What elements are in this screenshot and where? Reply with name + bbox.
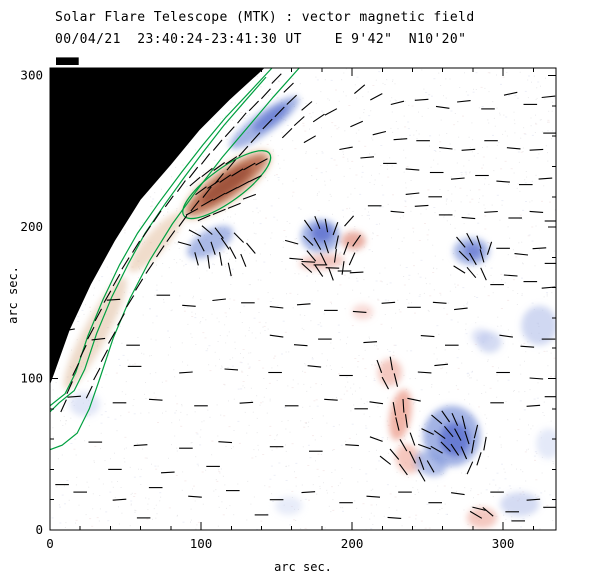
contour-line	[50, 68, 273, 407]
figure-title: Solar Flare Telescope (MTK) : vector mag…	[55, 10, 475, 25]
contour-line	[50, 68, 300, 451]
y-axis-label: arc sec.	[6, 266, 20, 324]
polarity-blob	[187, 225, 234, 259]
x-tick-label: 100	[190, 536, 213, 551]
polarity-blob	[389, 389, 412, 441]
polarity-blob	[521, 305, 556, 346]
figure-subtitle: 00/04/21 23:40:24-23:41:30 UT E 9'42" N1…	[55, 32, 467, 47]
y-tick-label: 100	[20, 371, 43, 386]
polarity-blob	[395, 444, 421, 474]
polarity-blob	[69, 392, 100, 417]
contour-ellipse	[182, 150, 272, 220]
axes	[49, 67, 557, 531]
polarity-blob	[463, 243, 482, 259]
polarity-blob	[253, 104, 288, 132]
polarity-blob	[536, 428, 556, 459]
polarity-blob	[299, 254, 345, 270]
polarity-blob	[201, 165, 252, 204]
polarity-blob	[128, 212, 184, 273]
field-vectors	[55, 73, 556, 522]
polarity-blob	[275, 496, 303, 515]
corner-mark	[56, 57, 79, 65]
x-axis-label: arc sec.	[274, 560, 332, 574]
tick-labels: 0 100 200 300 0 100 200 300	[20, 68, 514, 551]
x-tick-label: 0	[46, 536, 54, 551]
plot-frame	[49, 67, 557, 531]
y-tick-label: 200	[20, 219, 43, 234]
off-limb-region	[50, 57, 265, 385]
y-tick-label: 300	[20, 68, 43, 83]
y-tick-label: 0	[35, 522, 43, 537]
x-tick-label: 200	[341, 536, 364, 551]
contour-line	[50, 76, 267, 413]
limb-contours	[50, 68, 300, 451]
polarity-blob	[439, 422, 470, 456]
polarity-blob	[500, 492, 540, 517]
polarity-blob	[414, 450, 447, 477]
polarity-blob	[341, 231, 366, 250]
x-tick-label: 300	[492, 536, 515, 551]
polarity-blob	[471, 328, 490, 344]
